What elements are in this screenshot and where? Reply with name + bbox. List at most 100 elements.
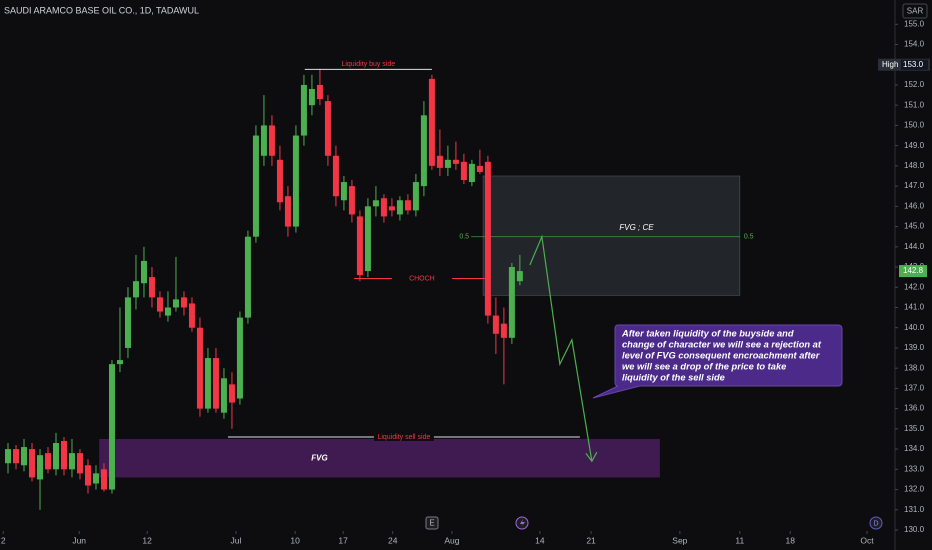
currency-box	[902, 3, 928, 19]
candle-body	[180, 297, 187, 308]
candle-body	[156, 297, 163, 312]
y-tick-label: 146.0	[904, 201, 925, 210]
candle-body	[484, 161, 491, 316]
candle-body	[380, 198, 387, 217]
candle-body	[284, 196, 291, 227]
candle-body	[12, 449, 19, 464]
candle-body	[100, 469, 107, 490]
level-label-bg	[338, 60, 399, 69]
currency: SAR	[907, 7, 924, 16]
level-label: Liquidity sell side	[377, 434, 430, 441]
candle-body	[340, 182, 347, 201]
x-tick-label: 12	[142, 535, 152, 545]
candle-body	[444, 159, 451, 168]
fvg-zone	[99, 438, 660, 478]
candle-body	[436, 155, 443, 168]
candle-body	[140, 260, 147, 284]
candle-body	[300, 84, 307, 136]
callout-text: change of character we will see a reject…	[622, 339, 822, 349]
level-label-bg	[391, 274, 452, 283]
y-tick-label: 142.0	[904, 282, 925, 291]
candle-body	[412, 182, 419, 211]
projection-path	[529, 234, 593, 462]
candle-body	[260, 125, 267, 156]
candle-body	[492, 315, 499, 334]
y-tick-label: 140.0	[904, 323, 925, 332]
candle-body	[84, 465, 91, 486]
candle-body	[388, 206, 395, 211]
candle-body	[276, 159, 283, 203]
y-tick-label: 145.0	[904, 222, 925, 231]
earnings-label: E	[429, 519, 434, 528]
level-label-bg	[373, 432, 434, 441]
candle-body	[132, 281, 139, 298]
y-tick-label: 139.0	[904, 343, 925, 352]
callout-text: level of FVG consequent encroachment aft…	[622, 350, 821, 360]
candle-body	[244, 236, 251, 318]
callout-box	[592, 324, 843, 399]
candle-body	[220, 378, 227, 413]
x-tick-label: Jul	[231, 535, 242, 545]
candle-body	[420, 115, 427, 187]
candle-body	[68, 453, 75, 470]
candle-body	[92, 473, 99, 484]
candle-body	[396, 200, 403, 215]
candle-body	[228, 384, 235, 403]
x-tick-label: 18	[785, 535, 795, 545]
candle-body	[428, 78, 435, 166]
candle-body	[164, 307, 171, 316]
candle-body	[44, 453, 51, 470]
candle-body	[508, 267, 515, 338]
candle-body	[324, 101, 331, 156]
y-tick-label: 144.0	[904, 242, 925, 251]
y-tick-label: 148.0	[904, 161, 925, 170]
candle-body	[460, 161, 467, 181]
candle-body	[292, 135, 299, 227]
fvg-label: FVG	[311, 453, 327, 462]
candle-body	[500, 323, 507, 338]
candle-body	[372, 200, 379, 207]
candle-body	[252, 135, 259, 237]
candle-body	[516, 271, 523, 282]
y-tick-label: 137.0	[904, 384, 925, 393]
candle-body	[108, 364, 115, 490]
x-tick-label: 21	[586, 535, 596, 545]
x-tick-label: 2	[1, 535, 6, 545]
candle-body	[76, 453, 83, 474]
x-tick-label: Oct	[860, 535, 874, 545]
dividend-marker	[869, 516, 883, 530]
x-tick-label: Aug	[444, 535, 459, 545]
x-tick-label: Sep	[672, 535, 687, 545]
candle-body	[116, 360, 123, 365]
candle-body	[148, 277, 155, 298]
y-tick-label: 150.0	[904, 121, 925, 130]
ce-label: 0.5	[744, 234, 754, 241]
dividend-label: D	[873, 520, 878, 527]
candle-body	[36, 455, 43, 480]
fvg-ce-zone	[482, 175, 741, 296]
candle-body	[52, 443, 59, 470]
candle-body	[468, 163, 475, 183]
ce-label: 0.5	[459, 234, 469, 241]
y-tick-label: 133.0	[904, 464, 925, 473]
y-tick-label: 131.0	[904, 505, 925, 514]
candle-body	[124, 297, 131, 348]
candle-body	[356, 216, 363, 276]
last-price-bg	[899, 265, 927, 278]
candle-body	[476, 165, 483, 172]
candle-body	[332, 155, 339, 197]
fvg-ce-label: FVG ; CE	[619, 223, 654, 232]
y-tick-label: 149.0	[904, 141, 925, 150]
candle-body	[316, 84, 323, 100]
candle-body	[4, 449, 11, 464]
x-tick-label: 14	[535, 535, 545, 545]
level-label: Liquidity buy side	[341, 61, 395, 68]
x-tick-label: 11	[735, 535, 744, 545]
y-tick-label: 155.0	[904, 19, 925, 28]
y-tick-label: 138.0	[904, 363, 925, 372]
y-tick-label: 154.0	[904, 40, 925, 49]
candle-body	[60, 440, 67, 470]
candle-body	[212, 358, 219, 409]
